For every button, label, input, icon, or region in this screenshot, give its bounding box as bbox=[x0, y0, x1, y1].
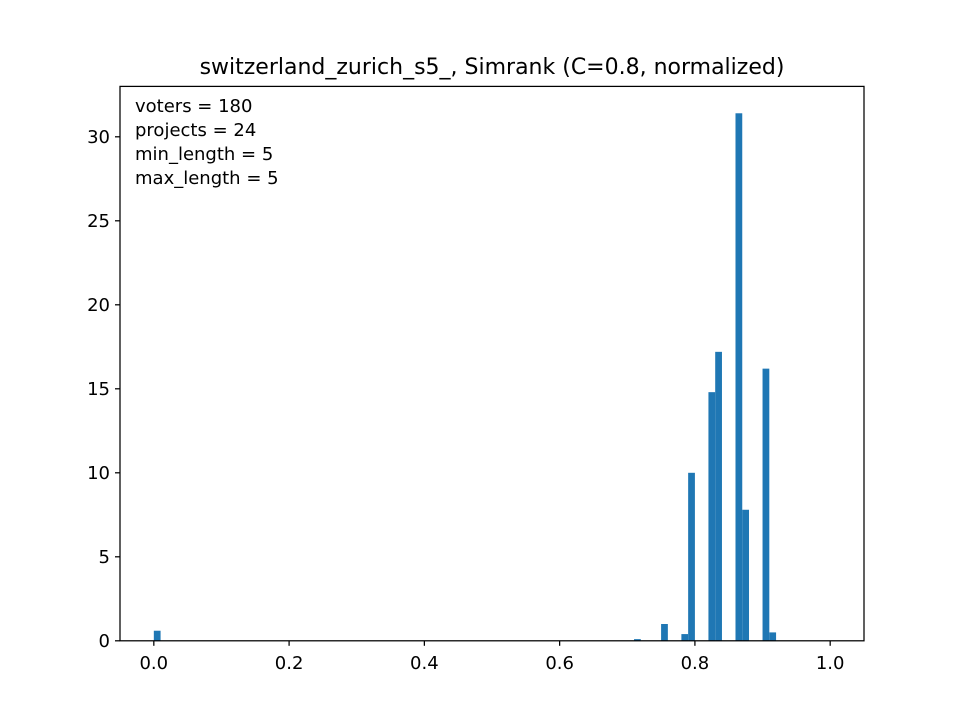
histogram-bar bbox=[661, 624, 668, 641]
x-tick-label: 0.8 bbox=[681, 653, 710, 674]
x-axis: 0.0 0.2 0.4 0.6 0.8 1.0 bbox=[139, 640, 845, 674]
plot-frame bbox=[119, 85, 865, 642]
histogram-bar bbox=[762, 368, 770, 641]
histogram-bar bbox=[735, 113, 743, 641]
annotation-line: voters = 180 bbox=[135, 96, 252, 117]
histogram-bar bbox=[688, 472, 695, 641]
x-tick-label: 0.0 bbox=[139, 653, 168, 674]
annotation-group: voters = 180 projects = 24 min_length = 5 m… bbox=[135, 96, 279, 189]
annotation-line: max_length = 5 bbox=[135, 168, 279, 189]
y-tick-label: 10 bbox=[87, 463, 110, 484]
x-tick-label: 0.2 bbox=[275, 653, 304, 674]
y-tick-label: 30 bbox=[87, 127, 110, 148]
histogram-bar bbox=[715, 351, 722, 641]
histogram-bar bbox=[742, 509, 750, 641]
histogram-bar bbox=[708, 392, 716, 641]
histogram-bar bbox=[153, 630, 161, 641]
x-tick-label: 0.4 bbox=[410, 653, 439, 674]
y-axis: 0 5 10 15 20 25 30 bbox=[87, 127, 120, 652]
y-tick-label: 20 bbox=[87, 295, 110, 316]
y-tick-label: 5 bbox=[99, 547, 110, 568]
y-tick-label: 0 bbox=[99, 631, 110, 652]
histogram-bar bbox=[769, 632, 777, 641]
histogram-bar bbox=[634, 639, 641, 641]
annotation-line: min_length = 5 bbox=[135, 144, 273, 165]
x-tick-label: 1.0 bbox=[816, 653, 845, 674]
chart-title: switzerland_zurich_s5_, Simrank (C=0.8, … bbox=[200, 55, 785, 80]
histogram-bar bbox=[681, 634, 689, 641]
y-tick-label: 15 bbox=[87, 379, 110, 400]
annotation-line: projects = 24 bbox=[135, 120, 256, 141]
bars-group bbox=[153, 113, 777, 641]
y-tick-label: 25 bbox=[87, 211, 110, 232]
x-tick-label: 0.6 bbox=[545, 653, 574, 674]
